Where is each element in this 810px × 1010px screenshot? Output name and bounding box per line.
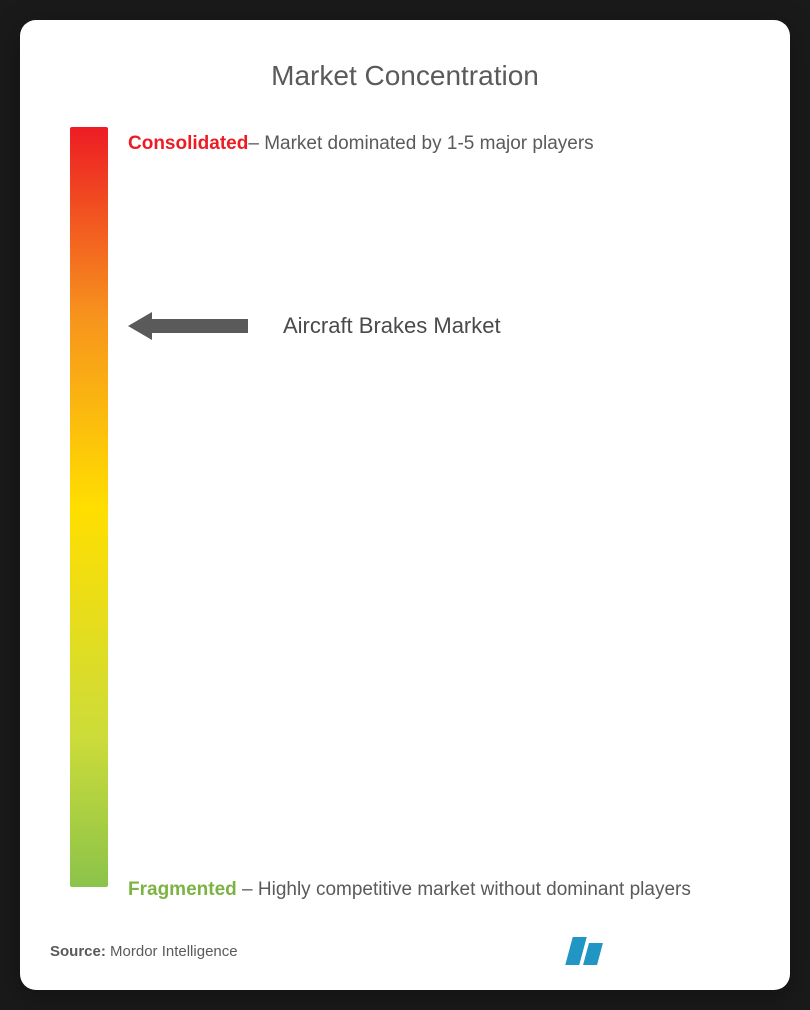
mordor-logo-icon — [569, 937, 600, 965]
market-indicator-row: Aircraft Brakes Market — [128, 312, 501, 340]
footer: Source: Mordor Intelligence — [50, 937, 760, 965]
consolidated-label: Consolidated — [128, 133, 248, 154]
consolidated-description: – Market dominated by 1-5 major players — [248, 133, 593, 154]
source-text: Source: Mordor Intelligence — [50, 943, 238, 960]
fragmented-description: – Highly competitive market without domi… — [237, 879, 691, 900]
content-area: Consolidated– Market dominated by 1-5 ma… — [70, 127, 740, 907]
arrow-left-icon — [128, 312, 248, 340]
source-value: Mordor Intelligence — [106, 943, 238, 960]
logo-shape — [583, 943, 603, 965]
concentration-gradient-bar — [70, 127, 108, 887]
labels-area: Consolidated– Market dominated by 1-5 ma… — [108, 127, 740, 907]
chart-title: Market Concentration — [70, 60, 740, 92]
source-label: Source: — [50, 943, 106, 960]
infographic-container: Market Concentration Consolidated– Marke… — [20, 20, 790, 990]
consolidated-block: Consolidated– Market dominated by 1-5 ma… — [128, 127, 740, 161]
fragmented-block: Fragmented – Highly competitive market w… — [128, 873, 740, 907]
fragmented-label: Fragmented — [128, 879, 237, 900]
market-name-label: Aircraft Brakes Market — [283, 313, 501, 339]
